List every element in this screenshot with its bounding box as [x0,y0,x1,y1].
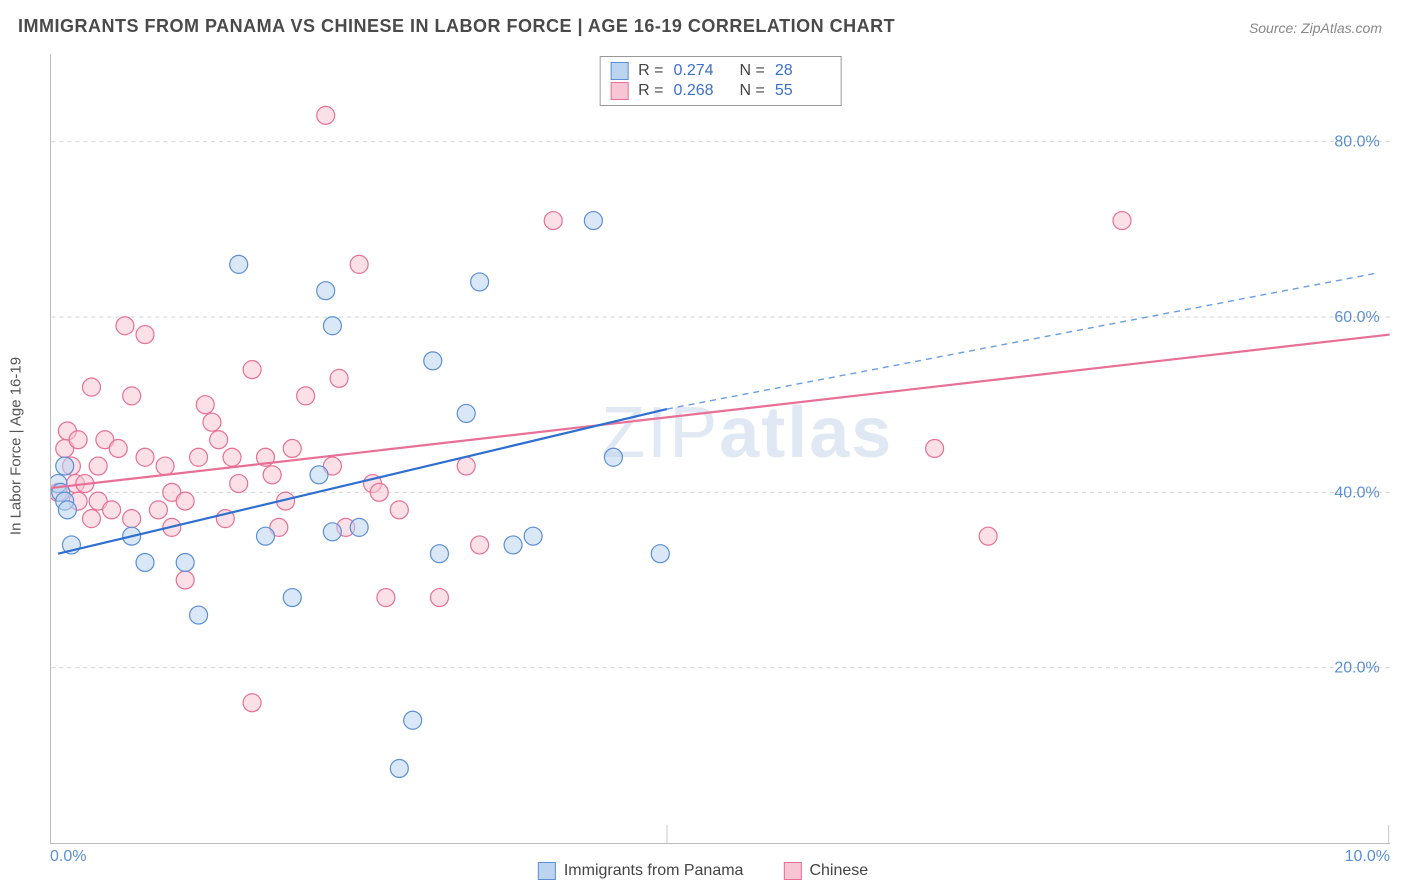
y-axis-label: In Labor Force | Age 16-19 [8,357,25,535]
legend-item-panama: Immigrants from Panama [538,862,744,880]
legend-label-chinese: Chinese [809,862,868,880]
r-value-chinese: 0.268 [674,82,730,100]
n-value-chinese: 55 [775,82,831,100]
n-label: N = [740,62,765,80]
svg-text:80.0%: 80.0% [1334,134,1379,151]
legend-bottom: Immigrants from Panama Chinese [538,862,868,880]
legend-item-chinese: Chinese [783,862,868,880]
swatch-panama [538,862,556,880]
legend-stats-row-panama: R = 0.274 N = 28 [610,61,831,81]
swatch-panama [610,62,628,80]
swatch-chinese [783,862,801,880]
svg-text:60.0%: 60.0% [1334,309,1379,326]
x-tick-right: 10.0% [1345,848,1390,866]
legend-label-panama: Immigrants from Panama [564,862,744,880]
n-value-panama: 28 [775,62,831,80]
swatch-chinese [610,82,628,100]
r-label: R = [638,82,663,100]
legend-stats: R = 0.274 N = 28 R = 0.268 N = 55 [599,56,842,106]
r-value-panama: 0.274 [674,62,730,80]
svg-text:20.0%: 20.0% [1334,660,1379,677]
x-tick-left: 0.0% [50,848,86,866]
source-label: Source: ZipAtlas.com [1249,20,1382,36]
legend-stats-row-chinese: R = 0.268 N = 55 [610,81,831,101]
svg-text:40.0%: 40.0% [1334,484,1379,501]
scatter-plot: 20.0% 40.0% 60.0% 80.0% [51,54,1390,843]
chart-area: ZIPatlas R = 0.274 N = 28 R = 0.268 N = … [50,54,1390,844]
r-label: R = [638,62,663,80]
n-label: N = [740,82,765,100]
chart-title: IMMIGRANTS FROM PANAMA VS CHINESE IN LAB… [18,16,895,37]
